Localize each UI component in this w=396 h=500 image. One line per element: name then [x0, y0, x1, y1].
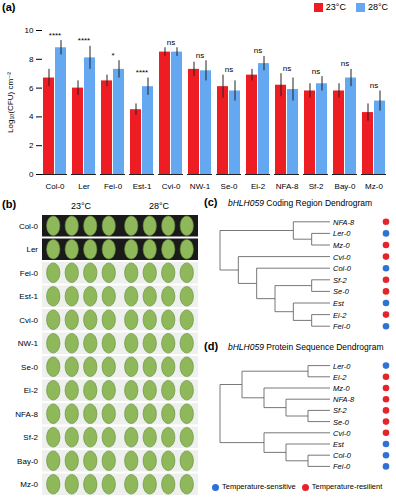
svg-text:NW-1: NW-1: [18, 339, 39, 348]
svg-text:Sf-2: Sf-2: [309, 182, 324, 191]
svg-text:Fei-0: Fei-0: [104, 182, 123, 191]
html-text:23°C: 23°C: [325, 2, 346, 12]
svg-text:ns: ns: [254, 46, 262, 55]
html-text:(a): (a): [2, 1, 16, 13]
svg-text:Se-0: Se-0: [21, 363, 38, 372]
html-text:28°C: 28°C: [367, 2, 388, 12]
svg-text:0: 0: [29, 170, 34, 179]
svg-text:Fei-0: Fei-0: [333, 462, 351, 471]
svg-text:Cvi-0: Cvi-0: [19, 316, 38, 325]
svg-text:Col-0: Col-0: [333, 264, 352, 273]
svg-text:Est: Est: [333, 440, 345, 449]
svg-text:Sf-2: Sf-2: [333, 276, 348, 285]
svg-text:Est: Est: [333, 299, 345, 308]
svg-text:Mz-0: Mz-0: [333, 241, 350, 250]
svg-text:NFA-8: NFA-8: [276, 182, 299, 191]
svg-text:Bay-0: Bay-0: [335, 182, 356, 191]
svg-text:NFA-8: NFA-8: [333, 218, 355, 227]
svg-text:Ei-2: Ei-2: [251, 182, 266, 191]
svg-text:ns: ns: [283, 64, 291, 73]
svg-text:ns: ns: [341, 59, 349, 68]
svg-text:28°C: 28°C: [149, 201, 170, 211]
svg-text:ns: ns: [167, 38, 175, 47]
svg-text:Mz-0: Mz-0: [333, 384, 350, 393]
svg-text:Se-0: Se-0: [221, 182, 238, 191]
svg-text:Ler: Ler: [78, 182, 90, 191]
svg-text:NFA-8: NFA-8: [15, 410, 38, 419]
svg-text:Col-0: Col-0: [333, 451, 352, 460]
svg-text:Ler: Ler: [26, 245, 38, 254]
svg-text:****: ****: [78, 36, 90, 45]
svg-text:4: 4: [29, 112, 34, 121]
svg-text:Bay-0: Bay-0: [17, 457, 38, 466]
html-text:Temperature-sensitive: Temperature-sensitive: [222, 482, 296, 491]
svg-text:23°C: 23°C: [71, 201, 92, 211]
svg-text:ns: ns: [370, 81, 378, 90]
svg-text:Col-0: Col-0: [45, 182, 65, 191]
svg-text:8: 8: [29, 55, 34, 64]
svg-text:****: ****: [49, 31, 61, 40]
svg-text:NFA-8: NFA-8: [333, 395, 355, 404]
svg-text:Col-0: Col-0: [19, 222, 39, 231]
svg-text:Mz-0: Mz-0: [365, 182, 383, 191]
svg-text:Mz-0: Mz-0: [20, 480, 38, 489]
svg-text:bHLH059 Coding Region Dendrogr: bHLH059 Coding Region Dendrogram: [228, 198, 372, 208]
svg-text:6: 6: [29, 84, 34, 93]
svg-text:*: *: [111, 51, 114, 60]
svg-text:Fei-0: Fei-0: [333, 322, 351, 331]
svg-text:Sf-2: Sf-2: [333, 406, 348, 415]
svg-text:Ei-2: Ei-2: [333, 373, 347, 382]
svg-text:bHLH059 Protein Sequence Dendr: bHLH059 Protein Sequence Dendrogram: [228, 342, 383, 352]
html-text:Temperature-resilient: Temperature-resilient: [311, 482, 383, 491]
svg-text:Ler-0: Ler-0: [333, 229, 351, 238]
svg-text:Se-0: Se-0: [333, 287, 350, 296]
svg-text:Cvi-0: Cvi-0: [162, 182, 181, 191]
svg-text:NW-1: NW-1: [190, 182, 211, 191]
svg-text:****: ****: [136, 68, 148, 77]
html-text:(b): (b): [2, 198, 16, 210]
svg-text:Se-0: Se-0: [333, 418, 350, 427]
svg-text:Est-1: Est-1: [133, 182, 152, 191]
svg-text:Ei-2: Ei-2: [24, 386, 39, 395]
html-text:(c): (c): [204, 196, 218, 208]
svg-text:Sf-2: Sf-2: [23, 433, 38, 442]
html-text:(d): (d): [204, 340, 218, 352]
svg-text:10: 10: [25, 26, 34, 35]
svg-text:ns: ns: [225, 65, 233, 74]
svg-text:Ler-0: Ler-0: [333, 362, 351, 371]
svg-text:Cvi-0: Cvi-0: [333, 253, 351, 262]
svg-text:Fei-0: Fei-0: [20, 269, 39, 278]
svg-text:Ei-2: Ei-2: [333, 311, 347, 320]
svg-text:ns: ns: [312, 67, 320, 76]
svg-text:Cvi-0: Cvi-0: [333, 429, 351, 438]
svg-text:Log₁₀(CFU) cm⁻²: Log₁₀(CFU) cm⁻²: [6, 72, 15, 133]
svg-text:Est-1: Est-1: [19, 292, 38, 301]
svg-text:2: 2: [29, 141, 34, 150]
svg-text:ns: ns: [196, 51, 204, 60]
